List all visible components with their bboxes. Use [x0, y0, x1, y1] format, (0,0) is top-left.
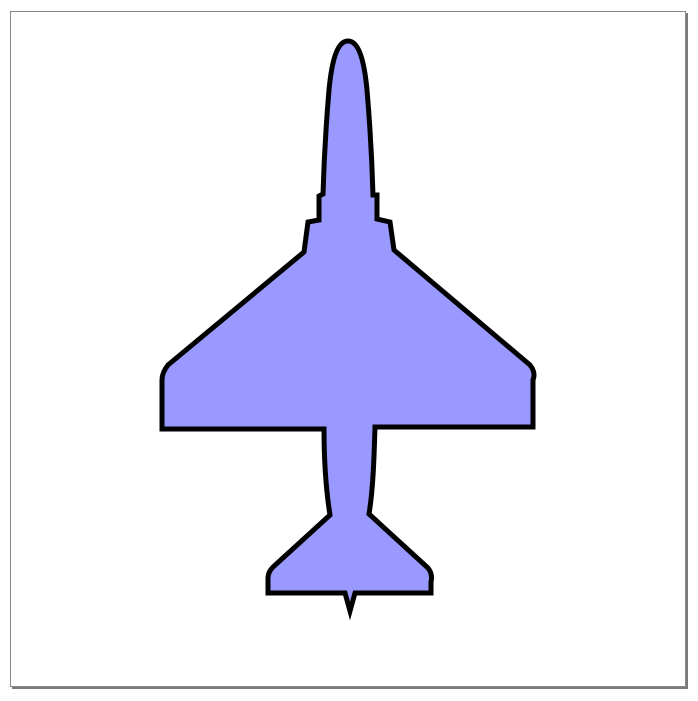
airplane-icon[interactable]: [159, 38, 537, 621]
